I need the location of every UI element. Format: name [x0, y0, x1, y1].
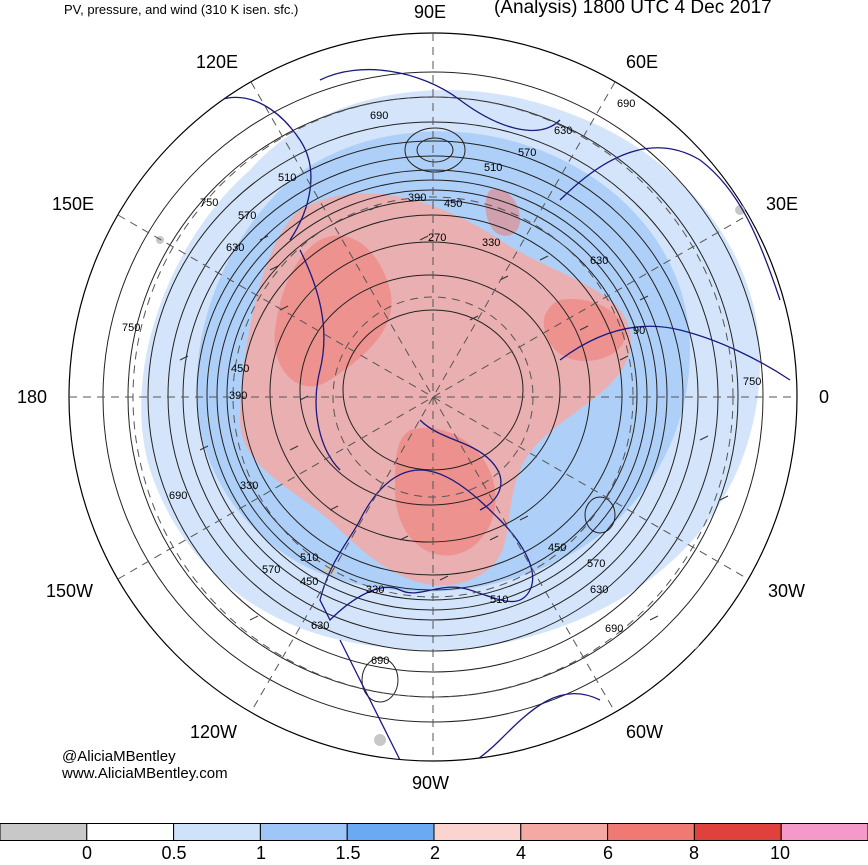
- contour-labels: 750 690 630 570 510 450 390 330 270 750 …: [122, 98, 761, 667]
- colorbar-swatch: [607, 823, 695, 841]
- contour-label: 270: [428, 232, 446, 244]
- map-title: (Analysis) 1800 UTC 4 Dec 2017: [494, 0, 772, 18]
- contour-label: 630: [590, 584, 608, 596]
- colorbar-swatch: [346, 823, 435, 841]
- lon-label-90e: 90E: [414, 2, 447, 22]
- colorbar-swatch: [780, 823, 868, 841]
- contour-label: 330: [240, 480, 258, 492]
- lon-label-150e: 150E: [52, 194, 95, 214]
- contour-label: 630: [226, 242, 244, 254]
- contour-label: 630: [590, 255, 608, 267]
- contour-label: 690: [370, 110, 388, 122]
- lon-label-60w: 60W: [626, 722, 664, 742]
- contour-label: 450: [444, 198, 462, 210]
- contour-label: 690: [617, 98, 635, 110]
- credit-handle: @AliciaMBentley: [62, 748, 176, 765]
- contour-label: 750: [743, 376, 761, 388]
- contour-label: 390: [229, 390, 247, 402]
- lon-label-150w: 150W: [46, 581, 94, 601]
- contour-label: 750: [122, 322, 140, 334]
- graticule: [69, 33, 797, 761]
- wind-barbs: [179, 205, 729, 621]
- coastlines: [219, 69, 791, 761]
- colorbar-tick: 1.5: [335, 843, 361, 863]
- lon-label-60e: 60E: [626, 52, 659, 72]
- colorbar-tick: 1: [255, 843, 267, 863]
- contour-label: 510: [278, 172, 296, 184]
- contour-label: 390: [408, 192, 426, 204]
- contour-label: 750: [200, 197, 218, 209]
- colorbar-swatch: [86, 823, 175, 841]
- contour-label: 690: [169, 490, 187, 502]
- contour-label: 330: [366, 584, 384, 596]
- lon-label-180: 180: [17, 387, 48, 407]
- contour-label: 90: [633, 325, 645, 337]
- contour-label: 690: [371, 655, 389, 667]
- contour-label: 450: [548, 542, 566, 554]
- colorbar-tick: 10: [769, 843, 791, 863]
- contour-label: 570: [518, 147, 536, 159]
- contour-label: 690: [605, 623, 623, 635]
- contour-label: 570: [262, 564, 280, 576]
- contour-label: 510: [300, 552, 318, 564]
- colorbar-swatch: [693, 823, 782, 841]
- colorbar-swatch: [520, 823, 609, 841]
- lon-label-120e: 120E: [196, 52, 239, 72]
- colorbar-tick: 6: [602, 843, 614, 863]
- colorbar-swatch: [173, 823, 261, 841]
- polar-map: 750 690 630 570 510 450 390 330 270 750 …: [68, 32, 798, 762]
- contour-label: 330: [482, 237, 500, 249]
- contour-label: 630: [311, 620, 329, 632]
- colorbar-swatch: [259, 823, 348, 841]
- contour-label: 570: [587, 558, 605, 570]
- colorbar-swatch: [0, 823, 88, 841]
- contour-label: 630: [554, 125, 572, 137]
- lon-label-30e: 30E: [766, 194, 799, 214]
- lon-label-120w: 120W: [190, 722, 238, 742]
- pv-colorbar: [0, 823, 868, 841]
- map-subtitle: PV, pressure, and wind (310 K isen. sfc.…: [64, 2, 299, 17]
- contour-label: 510: [484, 162, 502, 174]
- colorbar-tick: 0: [81, 843, 93, 863]
- lon-label-30w: 30W: [768, 581, 806, 601]
- contour-label: 450: [231, 363, 249, 375]
- contour-label: 570: [238, 210, 256, 222]
- colorbar-tick: 8: [688, 843, 700, 863]
- contour-label: 510: [490, 594, 508, 606]
- pv-shading-highest: [274, 189, 626, 556]
- credit-website: www.AliciaMBentley.com: [62, 765, 228, 782]
- lon-label-0: 0: [819, 387, 830, 407]
- lon-label-90w: 90W: [412, 773, 450, 793]
- contour-label: 450: [300, 576, 318, 588]
- colorbar-swatch: [433, 823, 522, 841]
- colorbar-tick: 2: [429, 843, 441, 863]
- colorbar-tick: 4: [515, 843, 527, 863]
- colorbar-tick: 0.5: [161, 843, 187, 863]
